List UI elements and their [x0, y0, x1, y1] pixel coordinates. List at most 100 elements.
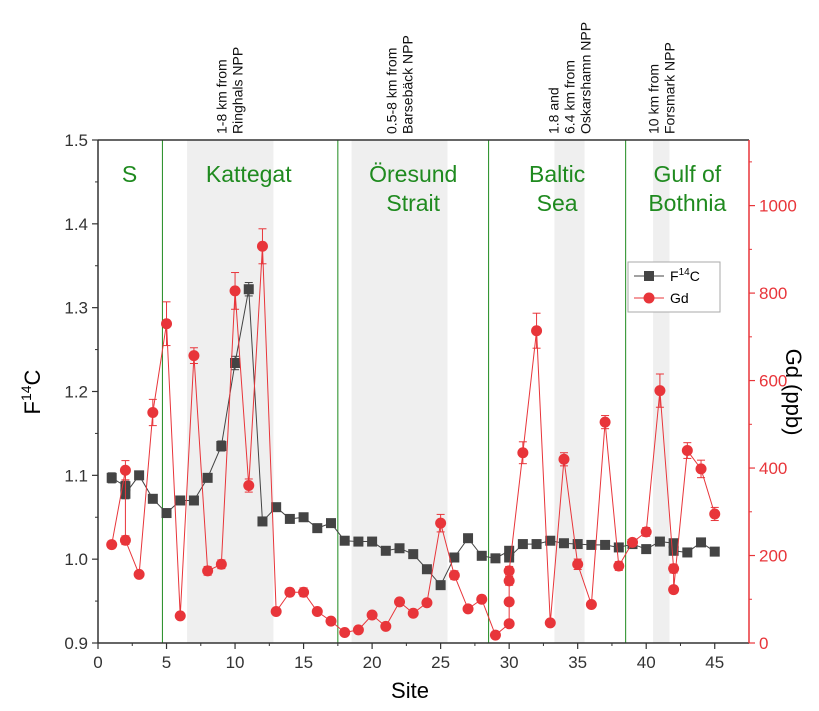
gd-point-32 — [503, 575, 515, 587]
gd-point-29 — [489, 629, 501, 641]
gd-point-25 — [435, 517, 447, 529]
gd-point-45 — [668, 563, 680, 575]
y-right-tick-label-4: 800 — [759, 284, 787, 303]
f14c-point-39 — [613, 542, 624, 553]
f14c-point-6 — [175, 495, 186, 506]
y-axis-left-title: F14C — [18, 369, 45, 414]
y-right-tick-label-1: 200 — [759, 547, 787, 566]
x-tick-label-0: 0 — [93, 653, 102, 672]
gd-point-11 — [243, 480, 255, 492]
f14c-point-27 — [463, 533, 474, 544]
legend-box — [627, 261, 721, 313]
npp-label-1: 0.5-8 km from Barsebäck NPP — [384, 35, 416, 134]
gd-point-40 — [599, 416, 611, 428]
f14c-point-21 — [380, 545, 391, 556]
f14c-point-32 — [517, 539, 528, 550]
gd-point-8 — [202, 565, 214, 577]
f14c-point-46 — [696, 537, 707, 548]
gd-point-20 — [366, 609, 378, 621]
region-dividers — [161, 140, 627, 643]
f14c-point-45 — [682, 547, 693, 558]
f14c-point-9 — [216, 440, 227, 451]
gd-point-22 — [394, 596, 406, 608]
x-tick-label-8: 40 — [637, 653, 656, 672]
x-tick-label-4: 20 — [363, 653, 382, 672]
gd-point-5 — [161, 318, 173, 330]
npp-label-line: Barsebäck NPP — [400, 35, 416, 134]
region-label-line: S — [122, 161, 137, 187]
f14c-point-28 — [476, 550, 487, 561]
region-label-line: Strait — [386, 190, 440, 216]
gd-point-27 — [462, 603, 474, 615]
f14c-point-30 — [504, 545, 515, 556]
f14c-point-10 — [230, 357, 241, 368]
x-tick-label-6: 30 — [500, 653, 519, 672]
y-left-tick-label-4: 1.3 — [64, 299, 88, 318]
f14c-point-41 — [641, 544, 652, 555]
f14c-point-15 — [298, 512, 309, 523]
gd-point-41 — [613, 560, 625, 572]
y-left-tick-label-5: 1.4 — [64, 215, 88, 234]
gd-point-15 — [298, 586, 310, 598]
region-label-line: Öresund — [369, 161, 457, 187]
gd-point-12 — [256, 240, 268, 252]
gd-point-0 — [106, 539, 118, 551]
gd-point-49 — [709, 508, 721, 520]
y-left-tick-label-1: 1.0 — [64, 550, 88, 569]
gd-point-1 — [119, 464, 131, 476]
gd-point-47 — [681, 445, 693, 457]
f14c-point-11 — [243, 284, 254, 295]
gd-point-38 — [572, 558, 584, 570]
region-label-line: Baltic — [529, 161, 585, 187]
f14c-point-44 — [668, 545, 679, 556]
f14c-point-25 — [435, 580, 446, 591]
gd-point-10 — [229, 285, 241, 297]
y-right-tick-label-3: 600 — [759, 372, 787, 391]
y-right-tick-label-0: 0 — [759, 634, 768, 653]
npp-labels: 1-8 km from Ringhals NPP 0.5-8 km from Bars… — [214, 22, 678, 134]
f14c-point-0 — [106, 472, 117, 483]
gd-point-39 — [585, 599, 597, 611]
x-axis-title: Site — [391, 678, 429, 703]
y-axis-right-title: Gd (ppb) — [781, 349, 806, 436]
region-label-0: S — [122, 161, 137, 187]
f14c-point-20 — [367, 536, 378, 547]
gd-point-13 — [270, 606, 282, 618]
f14c-point-33 — [531, 539, 542, 550]
legend: F14C Gd — [627, 261, 721, 313]
f14c-point-29 — [490, 553, 501, 564]
npp-label-line: Oskarshamn NPP — [577, 22, 593, 134]
x-tick-label-2: 10 — [226, 653, 245, 672]
f14c-point-8 — [202, 472, 213, 483]
region-label-line: Gulf of — [653, 161, 721, 187]
gd-point-24 — [421, 597, 433, 609]
npp-label-line: Forsmark NPP — [661, 42, 677, 134]
f14c-point-43 — [668, 538, 679, 549]
f14c-point-16 — [312, 523, 323, 534]
f14c-point-23 — [408, 549, 419, 560]
gd-point-23 — [407, 607, 419, 619]
gd-point-26 — [448, 569, 460, 581]
shaded-range-1 — [351, 140, 448, 643]
gd-point-17 — [325, 615, 337, 627]
f14c-point-47 — [709, 546, 720, 557]
f14c-point-26 — [449, 552, 460, 563]
npp-label-line: 0.5-8 km from — [384, 48, 400, 134]
f14c-point-18 — [339, 535, 350, 546]
gd-point-33 — [503, 565, 515, 577]
gd-point-36 — [544, 617, 556, 629]
gd-point-44 — [654, 385, 666, 397]
x-tick-label-1: 5 — [162, 653, 171, 672]
npp-label-line: 6.4 km from — [561, 60, 577, 134]
f14c-point-17 — [325, 518, 336, 529]
y-right-tick-label-5: 1000 — [759, 197, 797, 216]
f14c-point-37 — [586, 539, 597, 550]
f14c-point-31 — [504, 552, 515, 563]
gd-point-7 — [188, 350, 200, 362]
data-series — [106, 228, 721, 641]
x-tick-label-9: 45 — [705, 653, 724, 672]
gd-point-21 — [380, 620, 392, 632]
gd-point-6 — [174, 610, 186, 622]
y-left-tick-label-2: 1.1 — [64, 466, 88, 485]
